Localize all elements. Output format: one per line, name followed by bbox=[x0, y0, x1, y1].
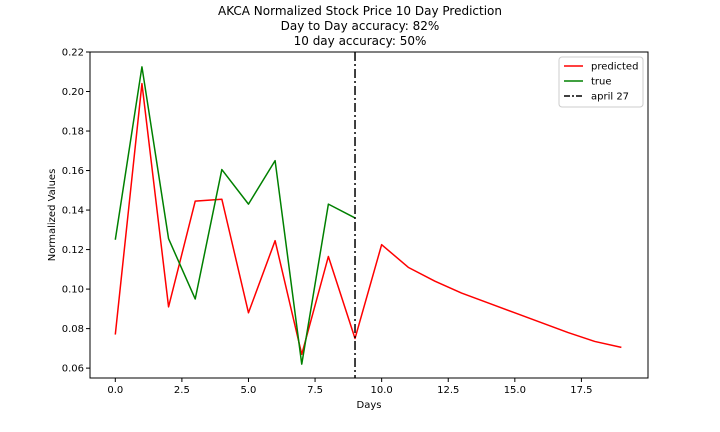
x-tick-label: 10.0 bbox=[371, 385, 393, 396]
x-tick-label: 15.0 bbox=[504, 385, 526, 396]
chart-subtitle-day-accuracy: Day to Day accuracy: 82% bbox=[280, 19, 440, 33]
x-tick-label: 7.5 bbox=[307, 385, 323, 396]
y-tick-label: 0.08 bbox=[62, 324, 84, 335]
x-axis: 0.0 2.5 5.0 7.5 10.0 12.5 15.0 17.5 bbox=[107, 378, 593, 396]
y-tick-label: 0.16 bbox=[62, 166, 84, 177]
x-tick-label: 17.5 bbox=[570, 385, 592, 396]
legend: predicted true april 27 bbox=[558, 56, 644, 108]
y-tick-label: 0.20 bbox=[62, 87, 84, 98]
x-tick-label: 5.0 bbox=[241, 385, 257, 396]
x-tick-label: 12.5 bbox=[437, 385, 459, 396]
x-axis-label: Days bbox=[357, 400, 382, 411]
plot-lines bbox=[114, 52, 622, 378]
series-line-true bbox=[114, 66, 356, 365]
chart-subtitle-10day-accuracy: 10 day accuracy: 50% bbox=[293, 34, 427, 48]
y-tick-label: 0.10 bbox=[62, 285, 84, 296]
y-tick-label: 0.06 bbox=[62, 364, 84, 375]
plot-frame bbox=[89, 51, 649, 379]
y-tick-label: 0.12 bbox=[62, 245, 84, 256]
legend-label: true bbox=[591, 77, 612, 88]
legend-label: predicted bbox=[591, 62, 638, 73]
legend-box bbox=[558, 56, 644, 108]
chart-title: AKCA Normalized Stock Price 10 Day Predi… bbox=[217, 4, 502, 18]
series-line-predicted bbox=[114, 82, 622, 356]
legend-label: april 27 bbox=[591, 92, 629, 103]
y-tick-label: 0.14 bbox=[62, 206, 84, 217]
y-tick-label: 0.18 bbox=[62, 127, 84, 138]
y-axis: 0.06 0.08 0.10 0.12 0.14 0.16 0.18 0.20 0.22 bbox=[62, 48, 90, 375]
y-axis-label: Normalized Values bbox=[47, 169, 58, 262]
x-tick-label: 0.0 bbox=[107, 385, 123, 396]
y-tick-label: 0.22 bbox=[62, 48, 84, 59]
x-tick-label: 2.5 bbox=[174, 385, 190, 396]
